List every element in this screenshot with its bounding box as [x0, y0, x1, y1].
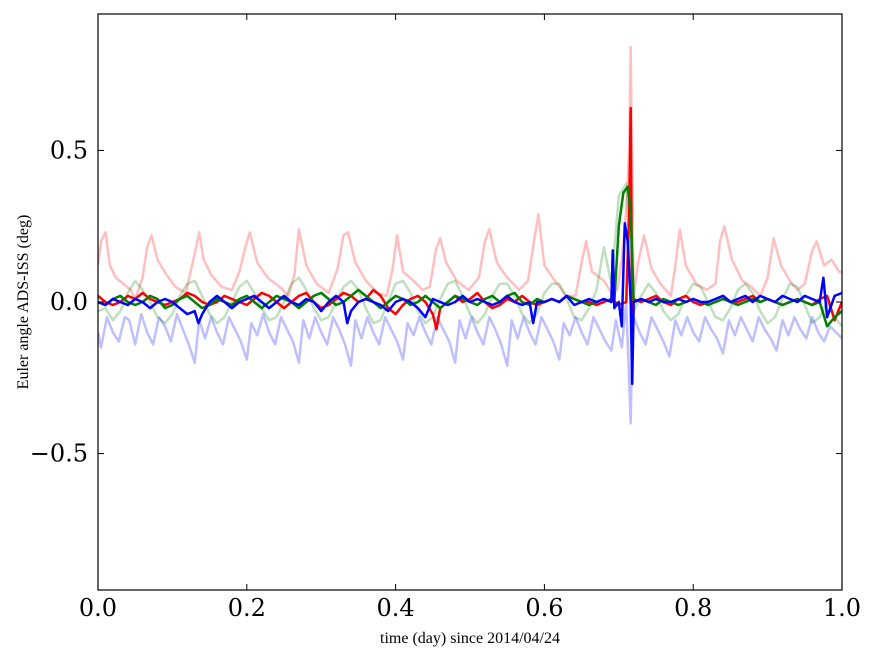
series-line-3 — [98, 300, 842, 425]
x-tick-label: 0.0 — [79, 594, 117, 622]
x-tick-label: 0.4 — [377, 594, 415, 622]
y-axis-label: Euler angle ADS-ISS (deg) — [15, 215, 32, 390]
y-tick-label: 0.0 — [50, 288, 88, 316]
series-line-1 — [98, 46, 842, 301]
series-line-2 — [98, 182, 842, 328]
x-tick-label: 0.6 — [525, 594, 563, 622]
series-line-6 — [98, 221, 842, 386]
y-tick-label: 0.5 — [50, 136, 88, 164]
x-tick-label: 0.2 — [228, 594, 266, 622]
series-layer — [98, 46, 842, 425]
x-axis-label: time (day) since 2014/04/24 — [380, 630, 560, 647]
y-tick-label: −0.5 — [30, 440, 88, 468]
tick-layer: 0.0 0.2 0.4 0.6 0.8 1.0 −0.5 0.0 0.5 — [30, 14, 861, 622]
x-tick-label: 0.8 — [674, 594, 712, 622]
x-tick-label: 1.0 — [823, 594, 861, 622]
